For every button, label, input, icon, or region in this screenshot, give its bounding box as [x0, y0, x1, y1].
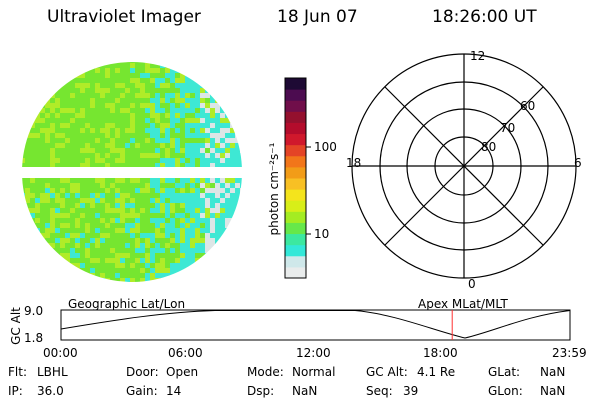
status-dsp-value: NaN — [292, 384, 318, 398]
colorbar-swatch — [285, 100, 306, 112]
mlt-label-6: 6 — [574, 156, 582, 170]
colorbar-unit-label: photon cm⁻²s⁻¹ — [267, 142, 281, 236]
status-door-value: Open — [166, 365, 199, 379]
altitude-curve — [60, 310, 571, 339]
lat-label-60: 60 — [520, 99, 535, 113]
status-gain-label: Gain: — [126, 384, 158, 398]
status-ip-label: IP: — [8, 384, 23, 398]
timeline-x-tick-1200: 12:00 — [296, 346, 331, 360]
timeline-plot — [60, 309, 571, 341]
status-filter-label: Flt: — [8, 365, 27, 379]
polar-grid: 12 18 6 0 80 70 60 — [346, 50, 582, 290]
timeline-y-tick-top: 9.0 — [24, 304, 44, 318]
timeline-y-tick-bottom: 1.8 — [24, 331, 44, 345]
mlt-label-12: 12 — [470, 50, 485, 63]
image-time: 18:26:00 UT — [432, 7, 537, 27]
status-mode-value: Normal — [292, 365, 336, 379]
colorbar-swatch — [285, 189, 306, 201]
colorbar-swatch — [285, 200, 306, 212]
colorbar-swatch — [285, 122, 306, 135]
colorbar-swatch — [285, 233, 306, 246]
colorbar-swatch — [285, 211, 306, 223]
lat-label-70: 70 — [500, 121, 515, 135]
missing-scanline-gap — [20, 167, 246, 178]
colorbar-swatch — [285, 222, 306, 235]
status-glon-value: NaN — [540, 384, 566, 398]
colorbar-swatch — [285, 89, 306, 101]
colorbar-swatch — [285, 178, 306, 190]
status-glat-value: NaN — [540, 365, 566, 379]
colorbar-swatch — [285, 255, 306, 268]
status-glon-label: GLon: — [488, 384, 523, 398]
colorbar-swatch — [285, 111, 306, 123]
status-ip-value: 36.0 — [37, 384, 64, 398]
timeline-x-tick-0000: 00:00 — [43, 346, 78, 360]
colorbar-tick-label-10: 10 — [314, 227, 330, 241]
status-gcalt-value: 4.1 Re — [417, 365, 456, 379]
status-mode-label: Mode: — [247, 365, 284, 379]
colorbar-swatch — [285, 144, 306, 157]
colorbar-swatch — [285, 166, 306, 179]
colorbar-swatch — [285, 244, 306, 257]
timeline-x-tick-1800: 18:00 — [423, 346, 458, 360]
status-gcalt-label: GC Alt: — [366, 365, 408, 379]
status-seq-label: Seq: — [366, 384, 393, 398]
timeline-y-label: GC Alt — [9, 307, 23, 345]
colorbar-swatch — [285, 78, 306, 90]
colorbar-swatch — [285, 133, 306, 146]
mlt-label-0: 0 — [468, 277, 476, 290]
mlt-label-18: 18 — [346, 156, 361, 170]
colorbar — [284, 77, 311, 279]
colorbar-swatch — [285, 155, 306, 168]
timeline-left-title: Geographic Lat/Lon — [68, 297, 186, 311]
timeline-right-title: Apex MLat/MLT — [418, 297, 508, 311]
polar-diagonal-2 — [384, 86, 544, 246]
status-filter-value: LBHL — [37, 365, 68, 379]
image-date: 18 Jun 07 — [277, 7, 358, 27]
instrument-title: Ultraviolet Imager — [47, 7, 201, 27]
colorbar-swatch — [285, 266, 306, 279]
colorbar-tick-label-100: 100 — [314, 140, 337, 154]
status-dsp-label: Dsp: — [247, 384, 275, 398]
status-gain-value: 14 — [166, 384, 182, 398]
uv-image-disk — [20, 62, 246, 282]
timeline-x-tick-2359: 23:59 — [552, 346, 587, 360]
lat-label-80: 80 — [481, 140, 496, 154]
status-seq-value: 39 — [403, 384, 419, 398]
status-door-label: Door: — [126, 365, 159, 379]
timeline-x-tick-0600: 06:00 — [168, 346, 203, 360]
status-glat-label: GLat: — [488, 365, 521, 379]
